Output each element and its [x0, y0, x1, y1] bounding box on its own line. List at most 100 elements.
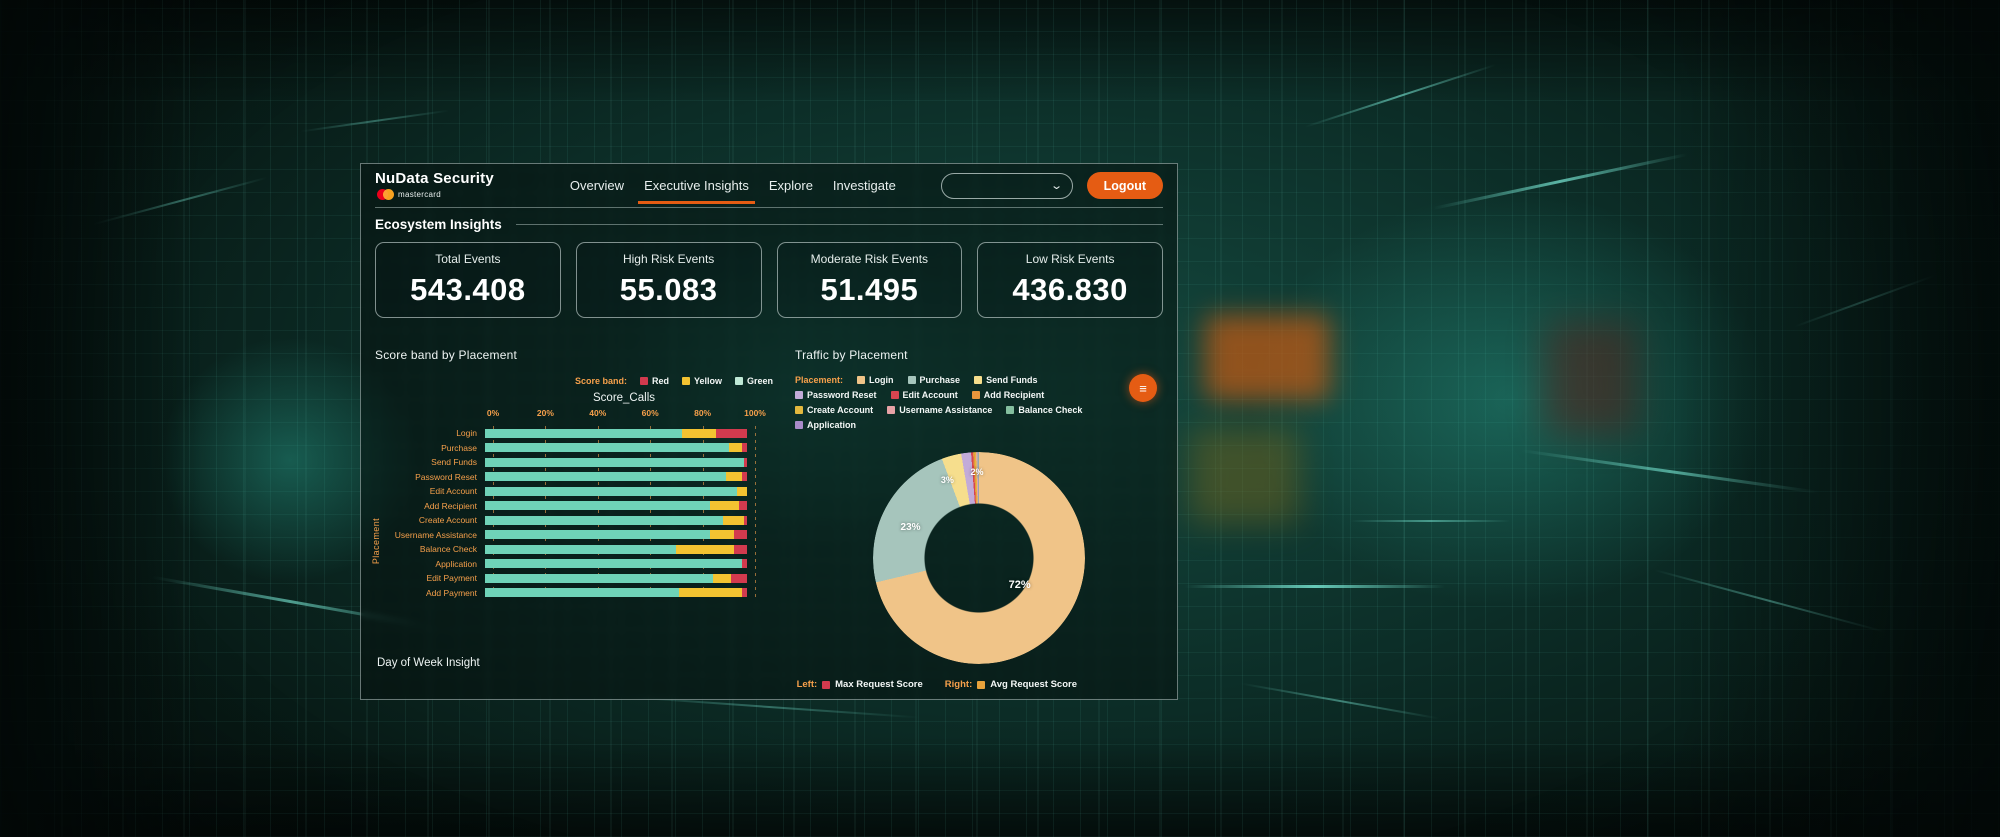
- filter-dropdown[interactable]: ⌄: [940, 172, 1073, 199]
- legend-item-login[interactable]: Login: [857, 375, 894, 385]
- bar-category-label: Login: [456, 428, 477, 439]
- mastercard-logo: mastercard: [377, 189, 494, 200]
- legend-label: Add Recipient: [983, 390, 1045, 400]
- stat-label: Low Risk Events: [1025, 252, 1115, 266]
- bar-category-label: Password Reset: [415, 471, 477, 482]
- stacked-bar-edit-payment[interactable]: [485, 573, 747, 583]
- menu-icon: ≡: [1139, 380, 1147, 396]
- background-streak: [1653, 568, 1887, 634]
- score-band-title: Score band by Placement: [375, 348, 518, 362]
- legend-item-password-reset[interactable]: Password Reset: [795, 390, 877, 400]
- nav-item-investigate[interactable]: Investigate: [833, 174, 896, 197]
- legend-item-send-funds[interactable]: Send Funds: [974, 375, 1038, 385]
- bar-segment-green: [485, 544, 677, 554]
- stat-value: 543.408: [410, 272, 526, 307]
- bar-segment-green: [485, 472, 727, 482]
- nav-item-label: Investigate: [832, 178, 896, 193]
- bar-segment-red: [741, 443, 747, 453]
- stacked-bar-create-account[interactable]: [485, 515, 747, 525]
- stacked-bar-password-reset[interactable]: [485, 472, 747, 482]
- legend-item-yellow[interactable]: Yellow: [681, 376, 722, 386]
- bar-category-label: Edit Account: [429, 486, 477, 497]
- bar-segment-green: [485, 515, 724, 525]
- header-right: ⌄ Logout: [940, 172, 1163, 199]
- legend-item-username-assistance[interactable]: Username Assistance: [887, 405, 992, 415]
- mastercard-wordmark: mastercard: [398, 189, 442, 199]
- bar-segment-green: [485, 457, 745, 467]
- legend-label: Red: [651, 376, 669, 386]
- legend-label: Send Funds: [986, 375, 1038, 385]
- bar-category-label: Edit Payment: [426, 573, 477, 584]
- stat-card-low-risk-events: Low Risk Events 436.830: [977, 242, 1163, 318]
- charts-row: Score band by Placement Score band: Red Ye…: [371, 348, 1163, 664]
- legend-item-purchase[interactable]: Purchase: [907, 375, 960, 385]
- chart-menu-button[interactable]: ≡: [1129, 374, 1157, 402]
- stacked-bar-add-payment[interactable]: [485, 588, 747, 598]
- legend-item-green[interactable]: Green: [734, 376, 773, 386]
- x-tick-0: 0%: [486, 408, 500, 418]
- bar-row-edit-account: Edit Account: [375, 484, 777, 499]
- legend-item-red[interactable]: Red: [639, 376, 669, 386]
- donut-label-send-funds: 3%: [940, 475, 954, 486]
- stacked-bar-edit-account[interactable]: [485, 486, 747, 496]
- bar-row-create-account: Create Account: [375, 513, 777, 528]
- legend-label: Green: [746, 376, 773, 386]
- nav-item-executive-insights[interactable]: Executive Insights: [638, 174, 755, 204]
- footer-left-label: Max Request Score: [835, 679, 923, 690]
- stacked-bar-username-assistance[interactable]: [485, 530, 747, 540]
- bar-row-password-reset: Password Reset: [375, 470, 777, 485]
- background-streak: [1350, 520, 1510, 522]
- legend-label: Balance Check: [1018, 405, 1083, 415]
- nav-item-explore[interactable]: Explore: [769, 174, 813, 197]
- nav-item-label: Executive Insights: [644, 178, 749, 193]
- brand: NuData Security mastercard: [375, 171, 494, 200]
- legend-item-balance-check[interactable]: Balance Check: [1006, 405, 1082, 415]
- legend-item-application[interactable]: Application: [795, 420, 856, 430]
- background-streak: [300, 109, 450, 133]
- traffic-legend-title: Placement:: [795, 375, 844, 385]
- bar-segment-red: [739, 501, 747, 511]
- stacked-bar-purchase[interactable]: [485, 443, 747, 453]
- legend-item-create-account[interactable]: Create Account: [795, 405, 873, 415]
- legend-chip-login: [857, 376, 866, 384]
- bar-category-label: Send Funds: [431, 457, 477, 468]
- background-streak: [92, 176, 268, 226]
- stat-cards: Total Events 543.408 High Risk Events 55.08…: [375, 242, 1163, 318]
- stat-label: High Risk Events: [622, 252, 715, 266]
- donut-label-purchase: 23%: [900, 521, 921, 533]
- nav-item-overview[interactable]: Overview: [570, 174, 624, 197]
- bar-segment-green: [485, 530, 711, 540]
- stacked-bar-login[interactable]: [485, 428, 747, 438]
- traffic-section: Traffic by Placement Placement: Login Purc…: [777, 348, 1163, 664]
- stacked-bar-add-recipient[interactable]: [485, 501, 747, 511]
- x-tick-80: 80%: [694, 408, 712, 418]
- stacked-bar-send-funds[interactable]: [485, 457, 747, 467]
- legend-chip-edit-account: [890, 391, 899, 399]
- bar-segment-yellow: [710, 501, 740, 511]
- x-tick-40: 40%: [589, 408, 607, 418]
- brand-name: NuData Security: [375, 170, 494, 187]
- logout-button[interactable]: Logout: [1086, 172, 1163, 199]
- legend-chip-application: [795, 421, 803, 429]
- stacked-bar-balance-check[interactable]: [485, 544, 747, 554]
- legend-label: Password Reset: [807, 390, 877, 400]
- donut-ring[interactable]: [873, 452, 1085, 664]
- nav-item-label: Overview: [569, 178, 625, 193]
- bar-segment-yellow: [710, 530, 734, 540]
- mastercard-orange-circle-icon: [383, 189, 394, 200]
- legend-label: Application: [807, 420, 856, 430]
- stacked-bar-application[interactable]: [485, 559, 747, 569]
- legend-item-add-recipient[interactable]: Add Recipient: [971, 390, 1045, 400]
- bar-segment-green: [485, 443, 729, 453]
- stat-value: 55.083: [619, 272, 718, 307]
- background-red-blob: [1545, 322, 1637, 434]
- legend-item-edit-account[interactable]: Edit Account: [890, 390, 958, 400]
- footer-legend-left: Left: Max Request Score: [797, 679, 923, 690]
- bar-segment-yellow: [712, 573, 732, 583]
- bar-segment-green: [485, 428, 682, 438]
- footer-left-key: Left:: [796, 679, 818, 690]
- bar-category-label: Create Account: [418, 515, 477, 526]
- footer-right-key: Right:: [944, 679, 973, 690]
- page-title: Ecosystem Insights: [375, 217, 502, 232]
